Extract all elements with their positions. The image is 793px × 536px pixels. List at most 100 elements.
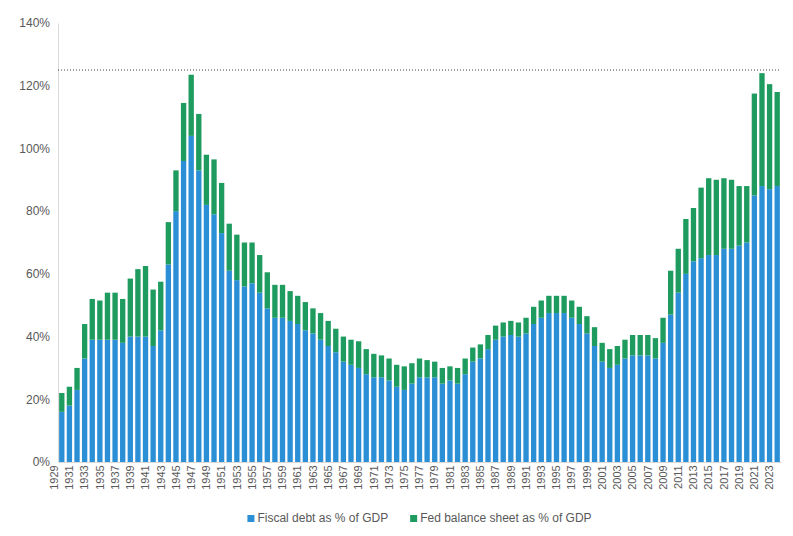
bar [653,338,658,358]
y-tick-label: 60% [26,267,50,281]
bar [638,335,643,355]
x-tick: 2023 [763,462,777,490]
bar [394,365,399,387]
x-tick-label: 1997 [565,465,577,489]
x-tick-label: 1967 [337,465,349,489]
bar [729,180,734,249]
bar [691,208,696,261]
bar [257,293,262,462]
x-tick-label: 1945 [170,465,182,489]
bar [386,359,391,381]
bar [447,366,452,380]
bar [630,335,635,355]
bar [295,324,300,462]
bar [303,302,308,330]
x-tick-label: 1965 [322,465,334,489]
bar [508,321,513,335]
bar [706,178,711,255]
bar [303,330,308,462]
x-axis: 1929193119331935193719391941194319451947… [48,462,782,490]
bar [691,261,696,462]
bar [721,178,726,249]
x-tick: 2001 [596,462,610,490]
bar [204,155,209,205]
bar [546,296,551,313]
y-tick-label: 100% [19,142,50,156]
bar [326,321,331,346]
x-tick-label: 2009 [657,465,669,489]
x-tick-label: 1983 [459,465,471,489]
bar [440,384,445,462]
bar [249,243,254,284]
bar [752,94,757,196]
bar [364,374,369,462]
bar [333,352,338,462]
bar [698,258,703,462]
bar [272,285,277,318]
bar [173,211,178,462]
bar [424,360,429,377]
legend: Fiscal debt as % of GDPFed balance sheet… [247,511,591,525]
bar [569,301,574,318]
y-tick: 100% [19,142,58,156]
bar [59,393,64,412]
bar [219,183,224,233]
bar [189,75,194,136]
x-tick-label: 2013 [687,465,699,489]
x-tick: 1961 [291,462,305,490]
bar [242,243,247,287]
x-tick: 2005 [626,462,640,490]
x-tick-label: 1975 [398,465,410,489]
bar [417,359,422,378]
bar [158,330,163,462]
bar [120,343,125,462]
bar [394,387,399,462]
x-tick-label: 2019 [733,465,745,489]
bar [424,377,429,462]
x-tick: 2003 [611,462,625,490]
y-tick-label: 20% [26,393,50,407]
bar [630,355,635,462]
bar [280,318,285,462]
bar [120,299,125,343]
x-tick: 1985 [474,462,488,490]
chart: 0%20%40%60%80%100%120%140%19291931193319… [0,0,793,536]
x-tick: 1959 [276,462,290,490]
bar [668,271,673,315]
x-tick: 1965 [322,462,336,490]
bar [615,365,620,462]
bar [356,368,361,462]
bar [501,337,506,462]
legend-swatch [247,515,254,522]
bar [470,362,475,462]
x-tick: 1935 [94,462,108,490]
bar [371,354,376,378]
bar [432,362,437,378]
bar [265,272,270,308]
bar [501,322,506,336]
reference-line [58,70,781,71]
bar [744,186,749,242]
bar [622,340,627,359]
bar [135,337,140,462]
x-tick-label: 1943 [155,465,167,489]
y-tick: 140% [19,16,58,30]
bar [128,279,133,337]
bar [90,299,95,340]
bar [211,159,216,214]
bar [569,318,574,462]
bar [638,355,643,462]
x-tick-label: 1941 [139,465,151,489]
bar [577,324,582,462]
bar [767,189,772,462]
x-tick: 1943 [155,462,169,490]
bar [211,214,216,462]
x-tick-label: 2001 [596,465,608,489]
bar [485,349,490,462]
bar [516,337,521,462]
x-tick: 1979 [428,462,442,490]
x-tick: 1987 [489,462,503,490]
bar [584,316,589,333]
x-tick: 1939 [124,462,138,490]
x-tick-label: 2023 [763,465,775,489]
